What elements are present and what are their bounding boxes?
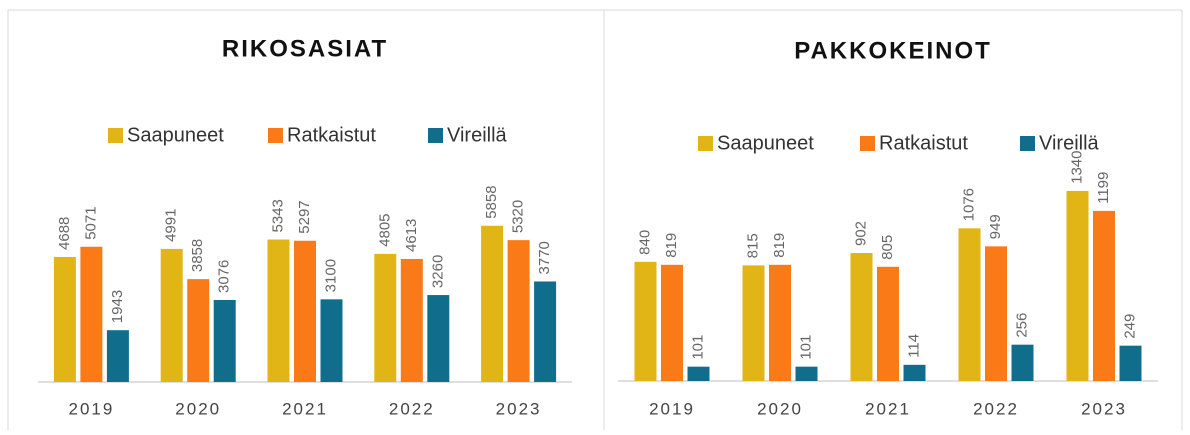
bar [400,258,423,382]
data-label: 249 [1121,314,1138,339]
data-label: 815 [744,233,761,258]
bar [795,366,818,381]
data-label: 4688 [56,217,73,250]
legend-swatch [268,128,283,143]
x-tick-label: 2023 [1081,399,1127,418]
bar [1011,344,1034,381]
data-label: 805 [879,235,896,260]
data-label: 3770 [536,241,553,274]
data-label: 3076 [216,260,233,293]
legend-swatch [698,136,713,151]
legend-swatch [860,136,875,151]
bar [106,330,129,382]
x-tick-label: 2019 [649,399,695,418]
data-label: 5320 [510,200,527,233]
bar [374,253,397,382]
legend-label: Saapuneet [127,124,224,146]
legend-swatch [1020,136,1035,151]
data-label: 256 [1013,313,1030,338]
data-label: 819 [663,233,680,258]
x-tick-label: 2021 [865,399,911,418]
bar [80,246,103,382]
legend-label: Saapuneet [717,132,814,154]
data-label: 101 [689,335,706,360]
bar [661,264,683,381]
chart-title: PAKKOKEINOT [794,37,992,64]
bar [958,228,981,381]
bar [534,281,557,382]
bar [53,256,76,382]
bar [877,266,899,381]
data-label: 5858 [483,185,500,218]
data-label: 1199 [1095,172,1112,204]
bar [634,261,657,381]
bar [1093,210,1115,381]
legend-label: Vireillä [1039,132,1100,154]
x-tick-label: 2020 [757,399,803,418]
bar [985,246,1007,381]
data-label: 4805 [376,213,393,246]
data-label: 101 [797,335,814,360]
data-label: 5297 [296,200,313,233]
x-tick-label: 2019 [68,399,114,418]
bar [742,265,765,381]
bar [903,364,926,381]
data-label: 5071 [82,206,99,239]
data-label: 840 [636,230,653,255]
bar [427,295,450,382]
x-tick-label: 2021 [282,399,328,418]
bar [267,239,290,382]
data-label: 1943 [109,290,126,323]
data-label: 3100 [322,259,339,292]
data-label: 5343 [269,199,286,232]
bar [160,248,183,382]
bar [294,240,316,382]
bar [1066,190,1089,381]
bar [1119,345,1142,381]
legend-label: Vireillä [447,124,508,146]
data-label: 4613 [403,219,420,252]
bar [687,366,710,381]
data-label: 4991 [163,209,180,242]
data-label: 949 [987,214,1004,239]
chart-title: RIKOSASIAT [222,35,388,62]
data-label: 819 [771,233,788,258]
x-tick-label: 2022 [973,399,1019,418]
x-tick-label: 2020 [175,399,221,418]
data-label: 902 [852,221,869,246]
data-label: 3858 [189,239,206,272]
bar [481,225,504,382]
data-label: 1340 [1068,151,1085,184]
data-label: 114 [905,334,922,358]
bar [320,299,343,382]
legend-label: Ratkaistut [287,124,376,146]
bar [187,279,210,382]
legend-swatch [108,128,123,143]
bar [213,299,236,382]
bar [769,264,791,381]
legend-swatch [428,128,443,143]
x-tick-label: 2022 [389,399,435,418]
data-label: 1076 [960,188,977,221]
bar [850,253,873,381]
data-label: 3260 [429,255,446,288]
x-tick-label: 2023 [496,399,542,418]
legend-label: Ratkaistut [879,132,968,154]
bar [507,240,530,382]
